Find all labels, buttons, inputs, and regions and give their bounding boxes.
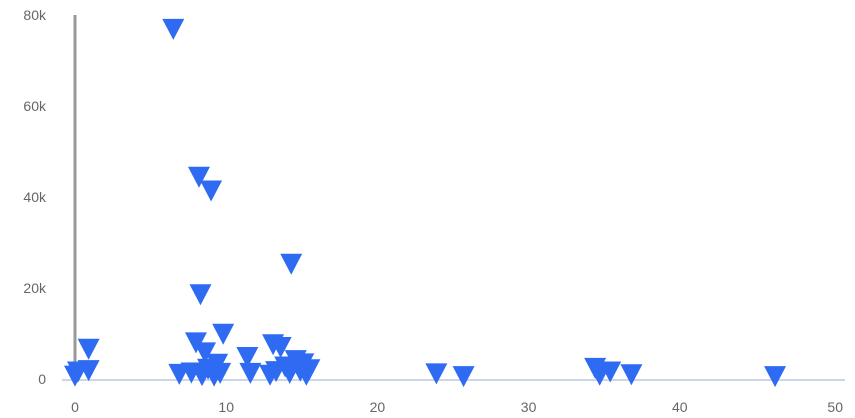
y-tick-label: 80k (23, 7, 47, 23)
data-point-triangle (77, 338, 100, 360)
x-tick-label: 20 (370, 399, 386, 415)
data-point-triangle (239, 362, 262, 384)
data-point-triangle (209, 362, 232, 384)
tick-labels: 0 10 20 30 40 50 0 20k 40k 60k 80k (23, 7, 843, 415)
x-tick-label: 50 (827, 399, 843, 415)
data-point-triangle (212, 323, 235, 345)
data-point-triangle (280, 253, 303, 275)
data-point-triangle (162, 18, 185, 40)
data-point-triangle (194, 342, 217, 364)
x-tick-label: 40 (672, 399, 688, 415)
y-tick-label: 20k (23, 280, 47, 296)
y-tick-label: 60k (23, 98, 47, 114)
data-point-triangle (77, 360, 100, 382)
data-point-triangle (452, 366, 475, 388)
x-tick-label: 0 (71, 399, 79, 415)
data-point-triangle (187, 166, 210, 188)
data-point-triangle (425, 363, 448, 385)
data-point-triangle (298, 359, 321, 381)
data-point-triangle (599, 361, 622, 383)
data-point-triangle (764, 366, 787, 388)
y-tick-label: 40k (23, 189, 47, 205)
data-point-triangle (189, 284, 212, 306)
data-point-triangle (200, 180, 223, 202)
x-tick-label: 10 (218, 399, 234, 415)
data-points (64, 18, 787, 388)
data-point-triangle (269, 336, 292, 358)
x-tick-label: 30 (521, 399, 537, 415)
data-point-triangle (236, 346, 259, 368)
axes-layer (62, 15, 845, 381)
y-tick-label: 0 (38, 371, 46, 387)
data-point-triangle (620, 364, 643, 386)
